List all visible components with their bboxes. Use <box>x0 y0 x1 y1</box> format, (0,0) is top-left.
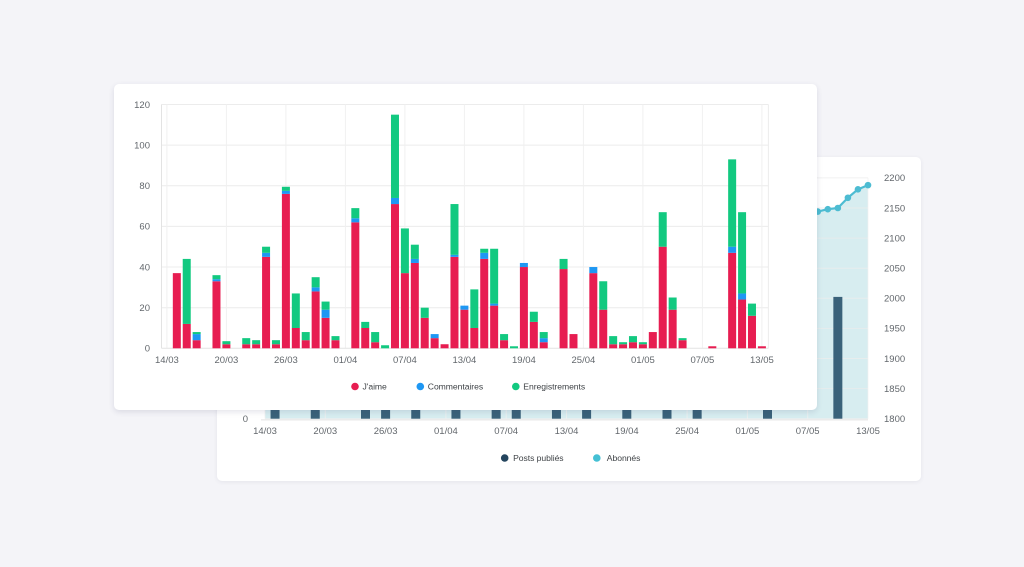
svg-text:2050: 2050 <box>884 264 905 275</box>
svg-text:J'aime: J'aime <box>363 382 388 392</box>
svg-text:07/05: 07/05 <box>796 426 820 437</box>
svg-text:1950: 1950 <box>884 324 905 335</box>
svg-text:2100: 2100 <box>884 233 905 244</box>
svg-text:Enregistrements: Enregistrements <box>523 382 585 392</box>
svg-text:01/05: 01/05 <box>631 355 655 366</box>
svg-text:0: 0 <box>243 414 248 425</box>
svg-text:01/04: 01/04 <box>434 426 458 437</box>
svg-text:Posts publiés: Posts publiés <box>513 453 563 463</box>
svg-text:120: 120 <box>134 100 150 111</box>
svg-text:60: 60 <box>139 222 150 233</box>
svg-text:Abonnés: Abonnés <box>607 453 641 463</box>
svg-text:26/03: 26/03 <box>374 426 398 437</box>
svg-text:13/04: 13/04 <box>555 426 579 437</box>
svg-text:40: 40 <box>139 262 150 273</box>
svg-text:26/03: 26/03 <box>274 355 298 366</box>
svg-text:2200: 2200 <box>884 173 905 184</box>
svg-text:2150: 2150 <box>884 203 905 214</box>
svg-text:2000: 2000 <box>884 294 905 305</box>
svg-text:19/04: 19/04 <box>512 355 536 366</box>
svg-text:80: 80 <box>139 181 150 192</box>
svg-text:20/03: 20/03 <box>313 426 337 437</box>
svg-text:1800: 1800 <box>884 414 905 425</box>
svg-text:13/05: 13/05 <box>750 355 774 366</box>
svg-text:100: 100 <box>134 140 150 151</box>
svg-text:25/04: 25/04 <box>675 426 699 437</box>
svg-text:14/03: 14/03 <box>253 426 277 437</box>
svg-text:20/03: 20/03 <box>215 355 239 366</box>
svg-text:Commentaires: Commentaires <box>428 382 483 392</box>
svg-text:19/04: 19/04 <box>615 426 639 437</box>
svg-text:07/04: 07/04 <box>494 426 518 437</box>
svg-text:13/05: 13/05 <box>856 426 880 437</box>
svg-text:0: 0 <box>145 344 150 355</box>
svg-text:25/04: 25/04 <box>572 355 596 366</box>
svg-text:20: 20 <box>139 303 150 314</box>
svg-text:01/05: 01/05 <box>736 426 760 437</box>
svg-text:07/05: 07/05 <box>691 355 715 366</box>
svg-text:13/04: 13/04 <box>453 355 477 366</box>
svg-text:14/03: 14/03 <box>155 355 179 366</box>
svg-text:1900: 1900 <box>884 354 905 365</box>
svg-text:01/04: 01/04 <box>334 355 358 366</box>
svg-text:1850: 1850 <box>884 384 905 395</box>
svg-text:07/04: 07/04 <box>393 355 417 366</box>
